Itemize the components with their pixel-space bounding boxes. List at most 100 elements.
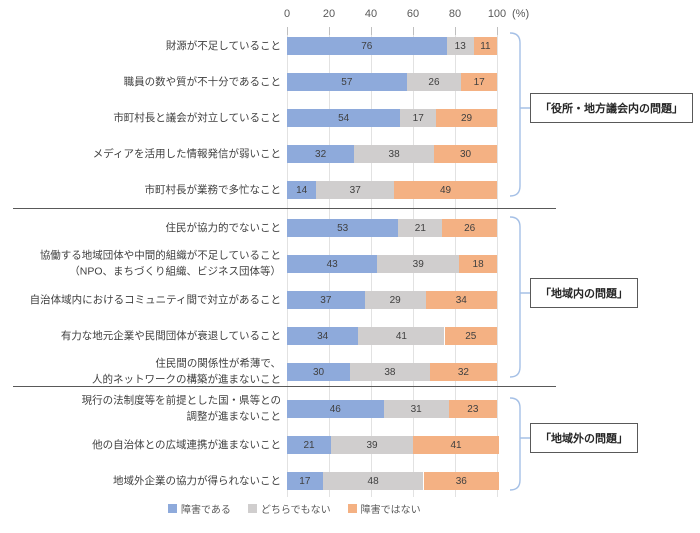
legend: 障害である どちらでもない 障害ではない [168,501,421,516]
legend-swatch [168,504,177,513]
bar-segment-shougai-dearu: 53 [287,219,399,237]
value-label: 30 [312,366,325,378]
category-label: 他の自治体との広域連携が進まないこと [0,437,281,453]
value-label: 37 [349,184,361,196]
bar-segment-shougai-dearu: 43 [287,255,378,273]
value-label: 38 [388,148,400,160]
bracket-group-1 [509,32,531,197]
category-label: 財源が不足していること [0,38,281,54]
bar-segment-shougai-dewanai: 18 [459,255,497,273]
category-label: 地域外企業の協力が得られないこと [0,473,281,489]
value-label: 76 [361,40,373,52]
category-label: 協働する地域団体や中間的組織が不足していること （NPO、まちづくり組織、ビジネス… [0,248,281,281]
legend-label: 障害ではない [360,505,421,516]
category-label: 現行の法制度等を前提とした国・県等との調整が進まないこと [0,393,281,426]
category-label-line: 地域外企業の協力が得られないこと [113,474,281,487]
value-label: 34 [455,294,467,306]
axis-tick-label: 0 [283,8,291,20]
value-label: 25 [465,330,477,342]
group-label-outside-region: 「地域外の問題」 [530,423,638,453]
bar-segment-shougai-dearu: 17 [287,472,323,490]
bar-segment-dochirademonai: 38 [350,363,430,381]
category-label: 自治体域内におけるコミュニティ間で対立があること [0,292,281,308]
axis-tick-label: 80 [448,8,462,20]
value-label: 14 [296,184,308,196]
bar-segment-dochirademonai: 29 [364,291,426,309]
value-label: 17 [473,76,485,88]
bar-segment-dochirademonai: 48 [322,472,424,490]
category-label-line: メディアを活用した情報発信が弱いこと [92,147,281,160]
bracket-group-3 [509,397,531,491]
legend-label: どちらでもない [260,505,331,516]
group-label-inside-region: 「地域内の問題」 [530,278,638,308]
value-label: 32 [315,148,327,160]
category-label: 住民間の関係性が希薄で、人的ネットワークの構築が進まないこと [0,356,281,389]
value-label: 41 [450,439,462,451]
bar-segment-shougai-dewanai: 29 [436,109,497,127]
bar-segment-shougai-dewanai: 26 [442,219,497,237]
bar-segment-dochirademonai: 38 [354,145,434,163]
category-label-line: 調整が進まないこと [186,411,282,423]
category-label: 市町村長と議会が対立していること [0,110,281,126]
category-label-line: 住民間の関係性が希薄で、 [155,357,281,370]
value-label: 17 [412,112,424,124]
legend-label: 障害である [181,505,231,516]
value-label: 30 [459,148,472,160]
category-label: メディアを活用した情報発信が弱いこと [0,146,281,162]
axis-unit-label: (%) [512,8,530,20]
value-label: 18 [472,258,484,270]
category-label: 職員の数や質が不十分であること [0,74,281,90]
bar-segment-shougai-dearu: 14 [287,181,317,199]
axis-tick-mark [371,27,372,35]
legend-item: 障害である [168,501,231,516]
category-label-line: 他の自治体との広域連携が進まないこと [92,438,281,451]
axis-tick-label: 20 [322,8,336,20]
category-label-line: 職員の数や質が不十分であること [123,75,281,88]
category-label-line: 市町村長が業務で多忙なこと [144,183,282,196]
legend-item: どちらでもない [247,501,331,516]
category-label-line: 人的ネットワークの構築が進まないこと [92,374,281,386]
value-label: 49 [439,184,452,196]
bar-segment-shougai-dewanai: 11 [473,37,497,55]
bar-segment-dochirademonai: 39 [377,255,460,273]
category-label: 市町村長が業務で多忙なこと [0,182,282,198]
category-label-line: 自治体域内におけるコミュニティ間で対立があること [29,293,281,306]
value-label: 34 [317,330,329,342]
bracket-group-2 [509,216,531,378]
bar-segment-shougai-dearu: 30 [287,363,350,381]
value-label: 11 [480,40,491,52]
value-label: 54 [338,112,350,124]
axis-tick-mark [287,27,288,35]
value-label: 43 [326,258,338,270]
value-label: 21 [414,222,426,234]
bar-segment-shougai-dearu: 57 [287,73,407,91]
bar-segment-shougai-dewanai: 32 [429,363,497,381]
bar-segment-shougai-dewanai: 17 [461,73,497,91]
bar-segment-dochirademonai: 41 [358,327,445,345]
value-label: 13 [454,40,466,52]
group-label-government: 「役所・地方議会内の問題」 [530,93,693,123]
bar-segment-shougai-dearu: 37 [287,291,365,309]
category-label-line: 市町村長と議会が対立していること [113,111,281,124]
bar-segment-shougai-dewanai: 34 [425,291,497,309]
category-label-line: 現行の法制度等を前提とした国・県等との [81,394,281,407]
value-label: 29 [460,112,473,124]
value-label: 53 [337,222,349,234]
axis-tick-label: 40 [364,8,378,20]
axis-tick-mark [413,27,414,35]
bar-segment-shougai-dewanai: 23 [448,400,497,418]
value-label: 37 [320,294,332,306]
value-label: 29 [389,294,401,306]
bar-segment-shougai-dearu: 34 [287,327,359,345]
category-label: 有力な地元企業や民間団体が衰退していること [0,328,281,344]
value-label: 17 [299,475,311,487]
bar-segment-dochirademonai: 21 [398,219,443,237]
axis-tick-label: 100 [487,8,507,20]
value-label: 38 [384,366,396,378]
category-label-line: 有力な地元企業や民間団体が衰退していること [60,329,281,342]
value-label: 39 [412,258,424,270]
bar-segment-dochirademonai: 17 [400,109,437,127]
category-label-line: 協働する地域団体や中間的組織が不足していること [39,249,281,262]
bar-segment-dochirademonai: 37 [316,181,395,199]
